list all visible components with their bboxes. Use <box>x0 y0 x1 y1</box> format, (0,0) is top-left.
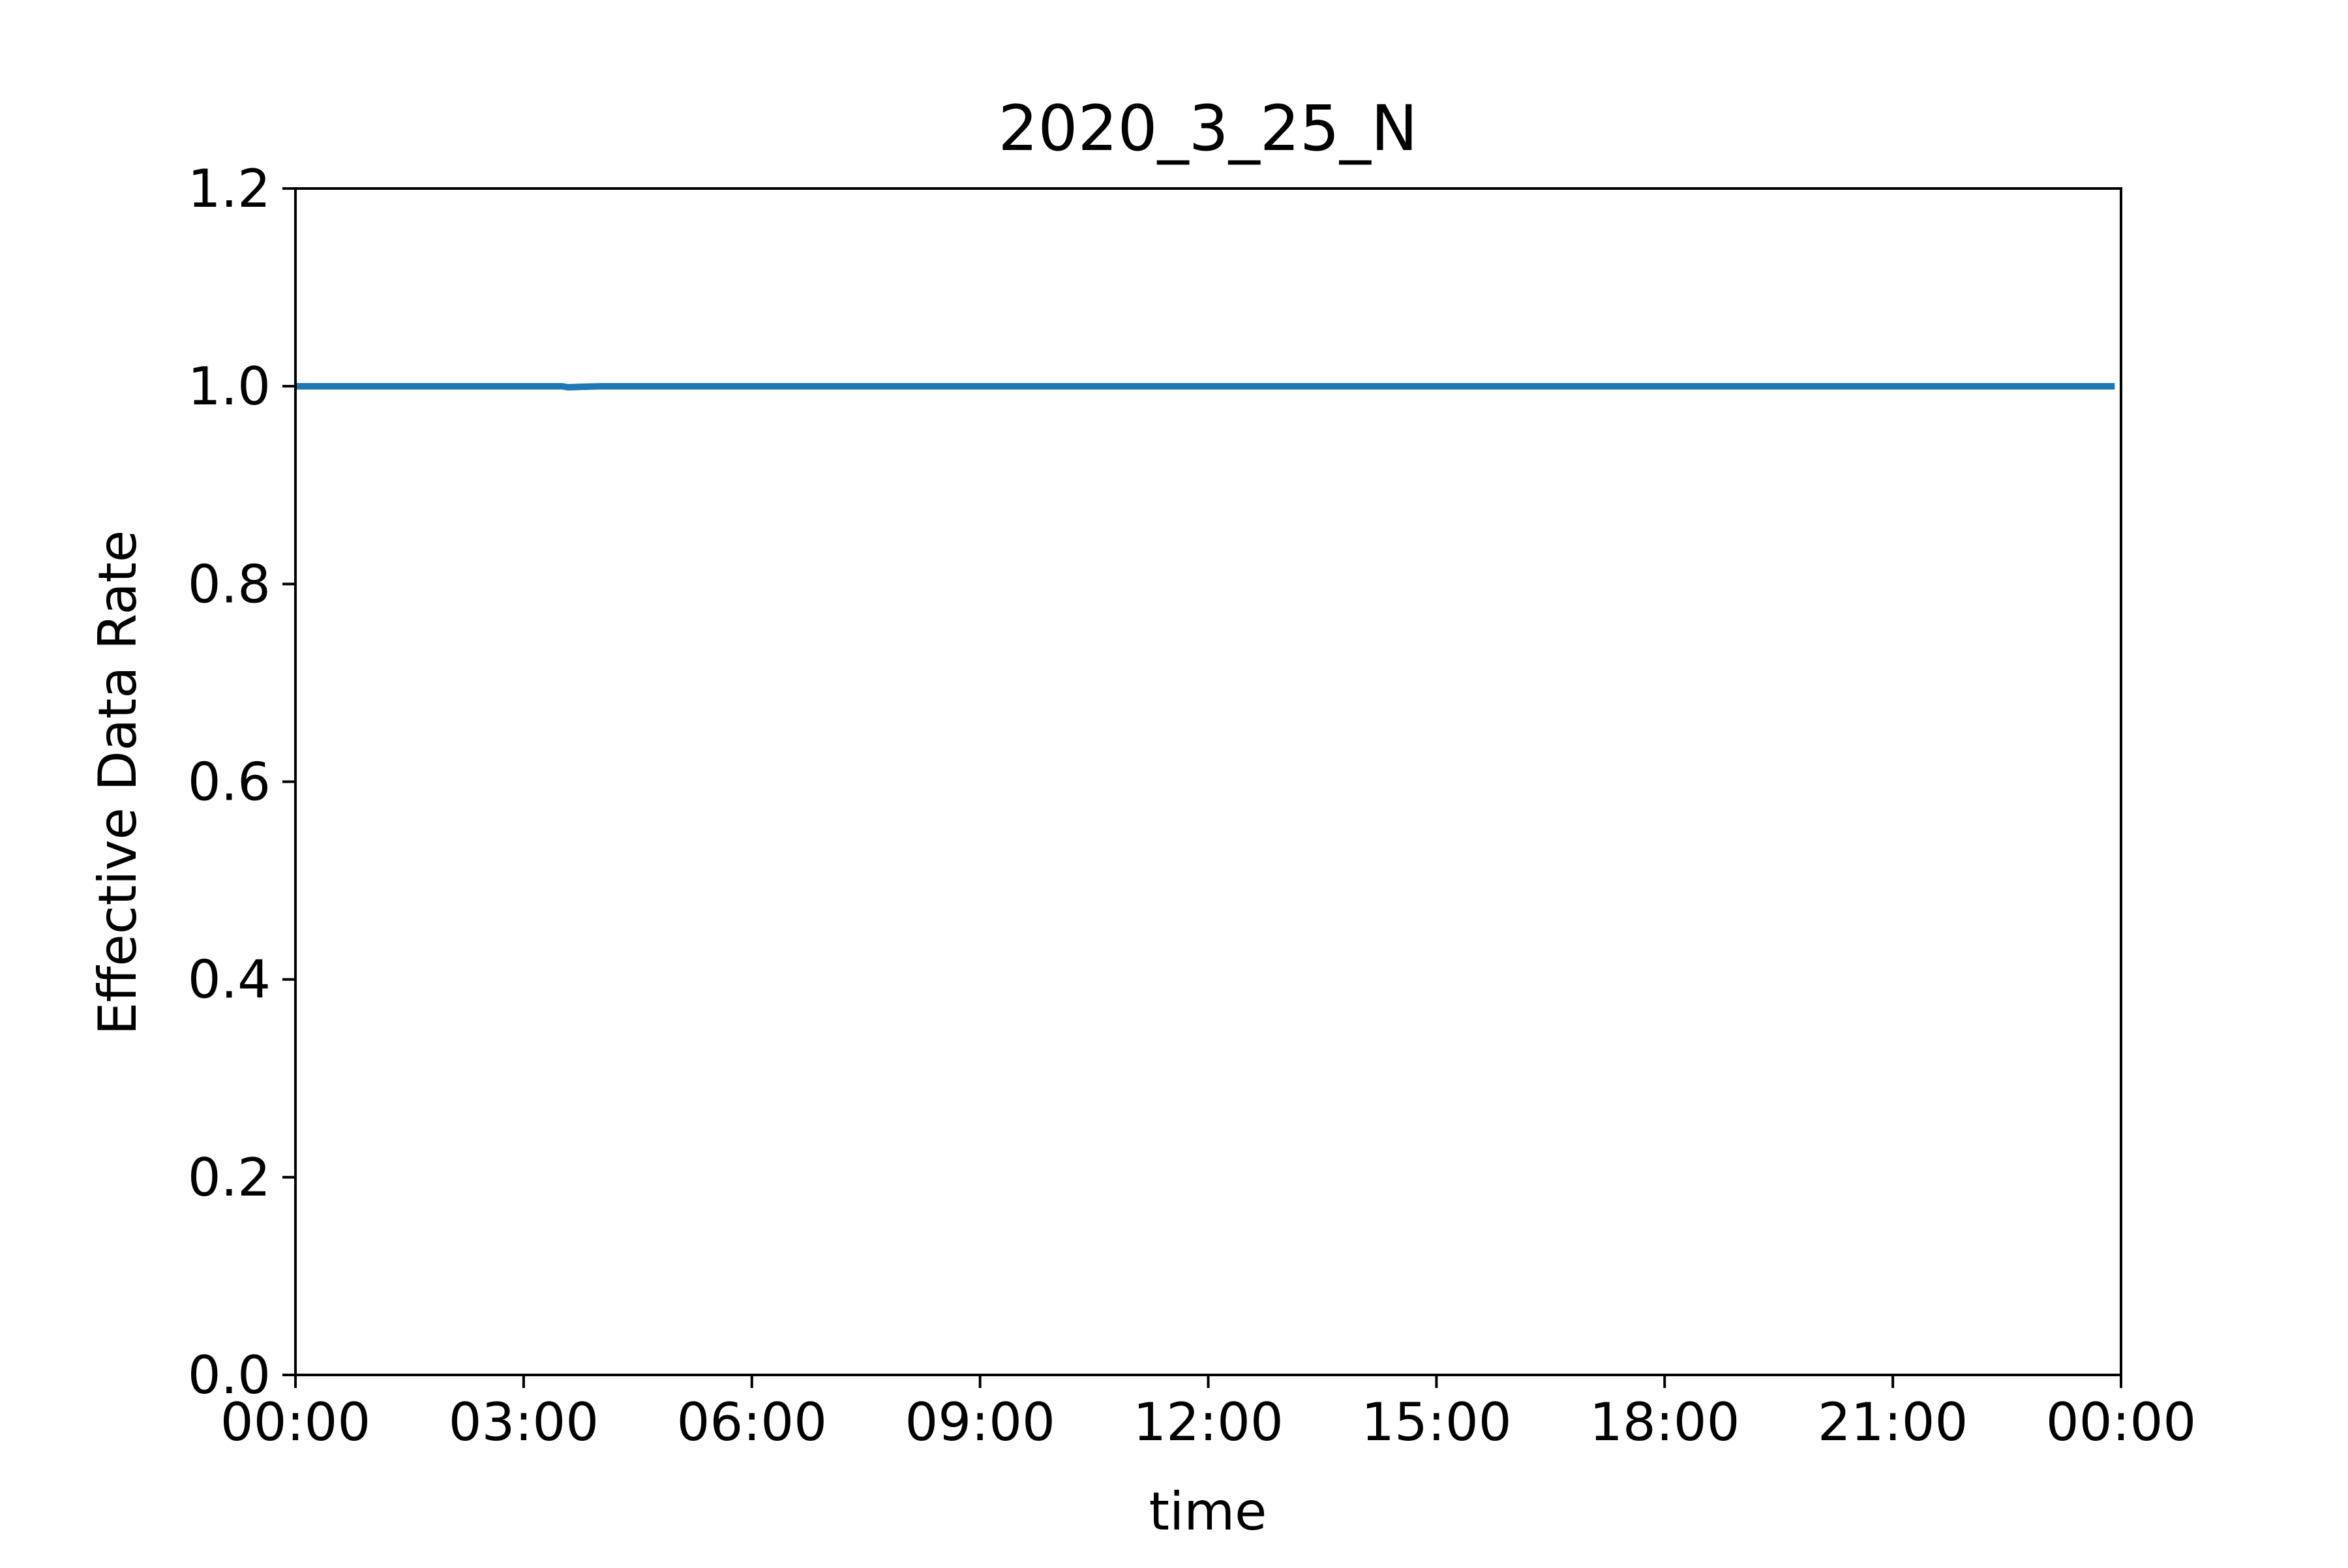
x-tick-label: 12:00 <box>1133 1392 1284 1453</box>
y-tick-label: 1.2 <box>188 158 271 219</box>
y-axis-label: Effective Data Rate <box>87 530 148 1035</box>
x-tick-label: 06:00 <box>676 1392 827 1453</box>
y-tick-label: 0.6 <box>188 752 271 813</box>
y-tick-label: 0.4 <box>188 950 271 1010</box>
x-tick-label: 00:00 <box>2046 1392 2197 1453</box>
series-line-1 <box>295 383 2115 391</box>
x-axis-label: time <box>1149 1481 1267 1542</box>
y-tick-label: 0.2 <box>188 1147 271 1208</box>
y-tick-label: 0.0 <box>188 1345 271 1406</box>
x-tick-label: 21:00 <box>1818 1392 1968 1453</box>
axes: 00:00 03:00 06:00 09:00 12:00 15:00 18:00 21:00… <box>188 158 2197 1453</box>
y-tick-label: 0.8 <box>188 554 271 614</box>
y-tick-label: 1.0 <box>188 356 271 417</box>
x-tick-label: 03:00 <box>449 1392 599 1453</box>
plot-area <box>295 383 2115 391</box>
x-tick-label: 18:00 <box>1589 1392 1740 1453</box>
chart-title: 2020_3_25_N <box>998 92 1417 165</box>
x-tick-label: 09:00 <box>905 1392 1055 1453</box>
x-tick-label: 15:00 <box>1361 1392 1512 1453</box>
x-tick-label: 00:00 <box>220 1392 371 1453</box>
